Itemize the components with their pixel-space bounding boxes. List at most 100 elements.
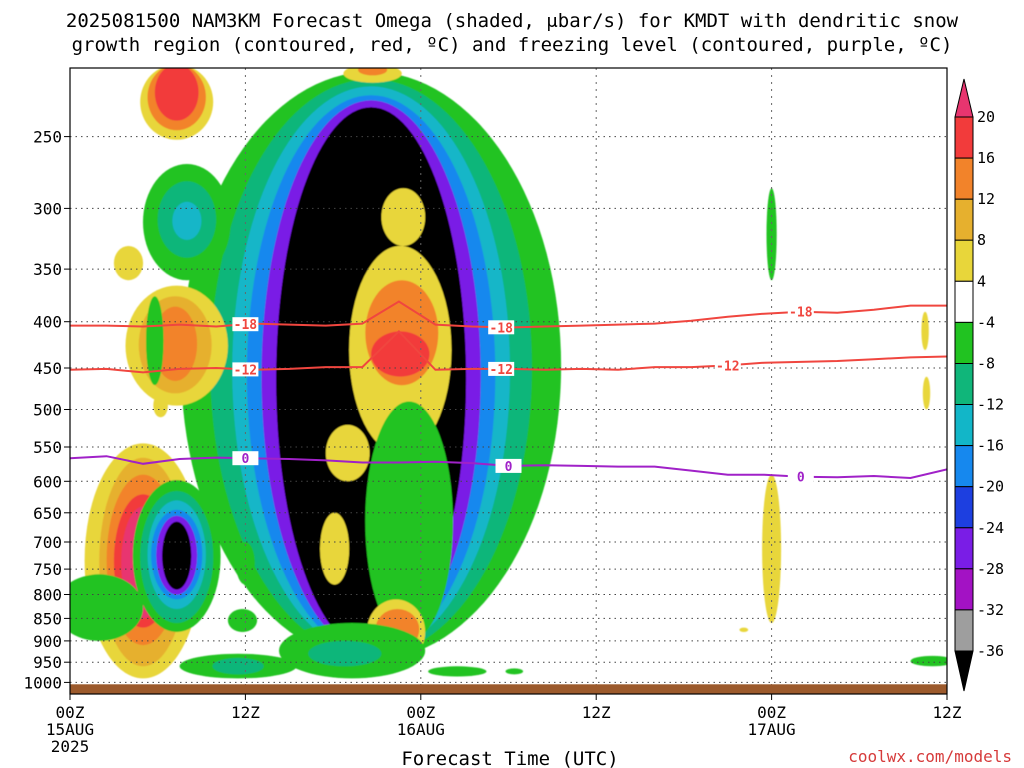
contour-label: -12 (234, 363, 257, 378)
colorbar-label: -28 (977, 560, 1004, 578)
omega-blob (358, 68, 388, 76)
plot-frame (69, 67, 948, 695)
contour-label-bg (495, 458, 522, 473)
y-tick-label: 950 (33, 653, 62, 672)
colorbar-swatch (954, 321, 974, 364)
colorbar-swatch (954, 609, 974, 652)
omega-blob (227, 609, 258, 632)
omega-blob (154, 68, 199, 121)
contour-label: -12 (489, 363, 512, 378)
colorbar-label: -24 (977, 519, 1004, 537)
contour-label: 0 (797, 471, 805, 486)
omega-blob (409, 506, 442, 605)
colorbar-swatch (954, 157, 974, 200)
plot-area: -18 -18 -18 -12 -12 -12 0 0 0 (70, 68, 947, 694)
contour-label-bg (232, 362, 259, 377)
contour-label-bg (232, 451, 259, 466)
omega-blob (910, 655, 947, 667)
contour-label: -18 (234, 318, 258, 333)
omega-blob (762, 474, 782, 623)
colorbar-label: -16 (977, 437, 1004, 455)
colorbar-swatch (954, 404, 974, 447)
contour-label-bg (787, 469, 814, 484)
y-tick-label: 250 (33, 128, 62, 147)
colorbar-label: 16 (977, 149, 995, 167)
contour-label-bg (714, 358, 741, 373)
omega-blob (70, 604, 79, 628)
colorbar-label: -8 (977, 355, 995, 373)
omega-blob (172, 201, 202, 240)
colorbar-swatch (954, 280, 974, 323)
chart-title-line1: 2025081500 NAM3KM Forecast Omega (shaded… (66, 10, 959, 32)
colorbar-label: -4 (977, 313, 995, 331)
y-tick-label: 850 (33, 609, 62, 628)
y-tick-label: 1000 (23, 673, 62, 692)
colorbar-bottom-arrow (954, 650, 974, 692)
omega-blob (308, 640, 382, 667)
omega-blob (739, 627, 749, 632)
temperature-contours: -18 -18 -18 -12 -12 -12 0 0 0 (70, 300, 947, 486)
y-axis: 250 300 350 400 450 500 550 600 650 700 750 800 850 9… (23, 128, 70, 692)
omega-blob (922, 376, 931, 410)
x-tick-label: 12Z (582, 703, 611, 722)
colorbar-label: -36 (977, 642, 1004, 660)
colorbar-label: 12 (977, 190, 995, 208)
colorbar-label: -32 (977, 601, 1004, 619)
colorbar-top-arrow (954, 78, 974, 118)
x-tick-label: 00Z (406, 703, 435, 722)
contour-label-bg (232, 317, 259, 332)
credit-text: coolwx.com/models (848, 747, 1012, 766)
colorbar-label: -12 (977, 396, 1004, 414)
y-tick-label: 300 (33, 199, 62, 218)
colorbar-label: 4 (977, 272, 986, 290)
omega-blob (146, 296, 164, 386)
omega-blob (320, 512, 350, 585)
omega-blob (153, 393, 168, 418)
x-tick-label: 12Z (231, 703, 260, 722)
omega-blob (113, 246, 144, 281)
colorbar-swatch (954, 363, 974, 406)
y-tick-label: 400 (33, 313, 62, 332)
omega-blob (371, 331, 430, 377)
y-tick-label: 450 (33, 359, 62, 378)
contour-label: -12 (716, 359, 739, 374)
colorbar-swatch (954, 239, 974, 282)
omega-blob (70, 574, 144, 641)
colorbar-swatch (954, 486, 974, 529)
y-tick-label: 350 (33, 260, 62, 279)
y-tick-label: 750 (33, 560, 62, 579)
colorbar-swatch (954, 445, 974, 488)
y-tick-label: 700 (33, 533, 62, 552)
contour-label-bg (488, 320, 515, 335)
contour-label: -18 (489, 321, 513, 336)
chart-title-line2: growth region (contoured, red, ºC) and f… (72, 34, 953, 56)
x-tick-date: 16AUG (397, 720, 445, 739)
y-tick-label: 900 (33, 632, 62, 651)
omega-blob (235, 542, 255, 585)
omega-blob (428, 666, 487, 677)
y-tick-label: 600 (33, 472, 62, 491)
x-tick-label: 00Z (757, 703, 786, 722)
y-tick-label: 550 (33, 438, 62, 457)
contour-label: 0 (241, 452, 249, 467)
omega-blob (212, 658, 264, 675)
y-tick-label: 650 (33, 504, 62, 523)
y-tick-label: 800 (33, 586, 62, 605)
omega-blob (921, 311, 929, 351)
colorbar-label: 20 (977, 108, 995, 126)
y-tick-label: 500 (33, 401, 62, 420)
colorbar-label: 8 (977, 231, 986, 249)
colorbar-label: -20 (977, 478, 1004, 496)
colorbar-swatch (954, 527, 974, 570)
colorbar-swatch (954, 116, 974, 159)
x-tick-year: 2025 (51, 737, 90, 756)
x-tick-label: 00Z (56, 703, 85, 722)
colorbar-swatch (954, 198, 974, 241)
contour-label: -18 (789, 306, 813, 321)
omega-blob (325, 424, 370, 482)
omega-blob (162, 521, 192, 590)
x-tick-label: 12Z (933, 703, 962, 722)
contour-label: 0 (505, 460, 513, 475)
